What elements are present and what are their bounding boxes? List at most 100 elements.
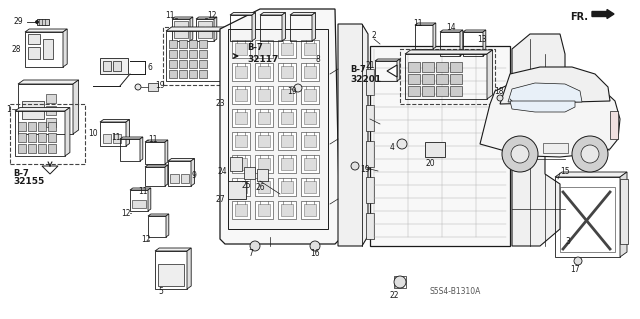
Bar [46,94,56,103]
Bar [28,133,36,142]
Text: 10: 10 [88,130,98,138]
Bar [366,177,374,203]
Bar [148,83,158,91]
Bar [278,155,296,173]
Bar [366,141,374,167]
Bar [235,66,247,78]
Bar [543,143,568,153]
Text: 23: 23 [215,100,225,108]
Bar [408,74,420,84]
Bar [228,181,246,199]
Bar [258,181,270,193]
Circle shape [35,20,38,24]
Bar [301,109,319,127]
Polygon shape [302,43,317,45]
Bar [179,50,187,58]
Bar [278,132,296,150]
Polygon shape [290,12,316,15]
Bar [366,213,374,239]
Bar [405,54,487,99]
Text: 1: 1 [6,105,11,114]
Text: 19: 19 [155,80,164,90]
Bar [408,86,420,96]
Bar [48,122,56,131]
Bar [304,158,316,170]
Polygon shape [145,165,168,167]
Bar [28,144,36,153]
Bar [10,104,85,164]
Bar [228,29,328,229]
Bar [198,21,212,28]
Bar [301,155,319,173]
Bar [281,112,293,124]
Bar [258,135,270,147]
Polygon shape [512,34,565,246]
Bar [436,74,448,84]
Bar [450,74,462,84]
Text: 18: 18 [494,86,504,95]
Bar [235,158,247,170]
Text: 28: 28 [12,46,22,55]
Bar [422,62,434,72]
Bar [232,86,250,104]
Bar [43,39,53,59]
Text: 7: 7 [248,249,253,257]
Bar [169,60,177,68]
Bar [258,89,270,101]
Polygon shape [312,12,316,41]
Bar [103,134,111,143]
Circle shape [294,84,302,92]
Bar [148,216,166,237]
Polygon shape [65,108,70,156]
Polygon shape [508,83,582,102]
Bar [48,133,56,142]
Text: 16: 16 [310,249,319,258]
Bar [179,40,187,48]
Polygon shape [510,101,575,112]
Text: 19: 19 [360,165,370,174]
Bar [304,89,316,101]
Text: B-7: B-7 [350,65,365,75]
Text: 25: 25 [242,182,252,190]
Polygon shape [314,43,317,67]
Polygon shape [338,24,368,246]
Polygon shape [120,137,143,139]
Text: FR.: FR. [570,12,588,22]
Bar [304,181,316,193]
Bar [232,109,250,127]
Text: S5S4-B1310A: S5S4-B1310A [430,286,481,295]
Bar [258,66,270,78]
Polygon shape [145,140,168,142]
Bar [113,134,121,143]
Bar [359,161,369,169]
Text: 19: 19 [287,86,296,95]
Bar [244,167,255,179]
Bar [18,84,73,134]
Circle shape [397,139,407,149]
Polygon shape [230,12,255,15]
Bar [302,83,314,91]
Text: 29: 29 [14,18,24,26]
Bar [232,155,250,173]
Bar [103,61,111,71]
Polygon shape [282,12,285,41]
Bar [169,40,177,48]
Bar [46,106,56,115]
Bar [257,169,268,181]
Bar [620,179,628,244]
Polygon shape [220,9,340,244]
Bar [440,32,460,56]
Bar [230,15,252,41]
Bar [304,204,316,216]
Bar [189,50,197,58]
Bar [230,157,242,171]
Bar [278,201,296,219]
Bar [301,40,319,58]
Polygon shape [190,17,193,41]
Text: 11: 11 [148,136,157,145]
Polygon shape [415,23,436,25]
Bar [232,132,250,150]
Bar [15,111,65,156]
Polygon shape [387,65,397,77]
Polygon shape [155,248,191,251]
